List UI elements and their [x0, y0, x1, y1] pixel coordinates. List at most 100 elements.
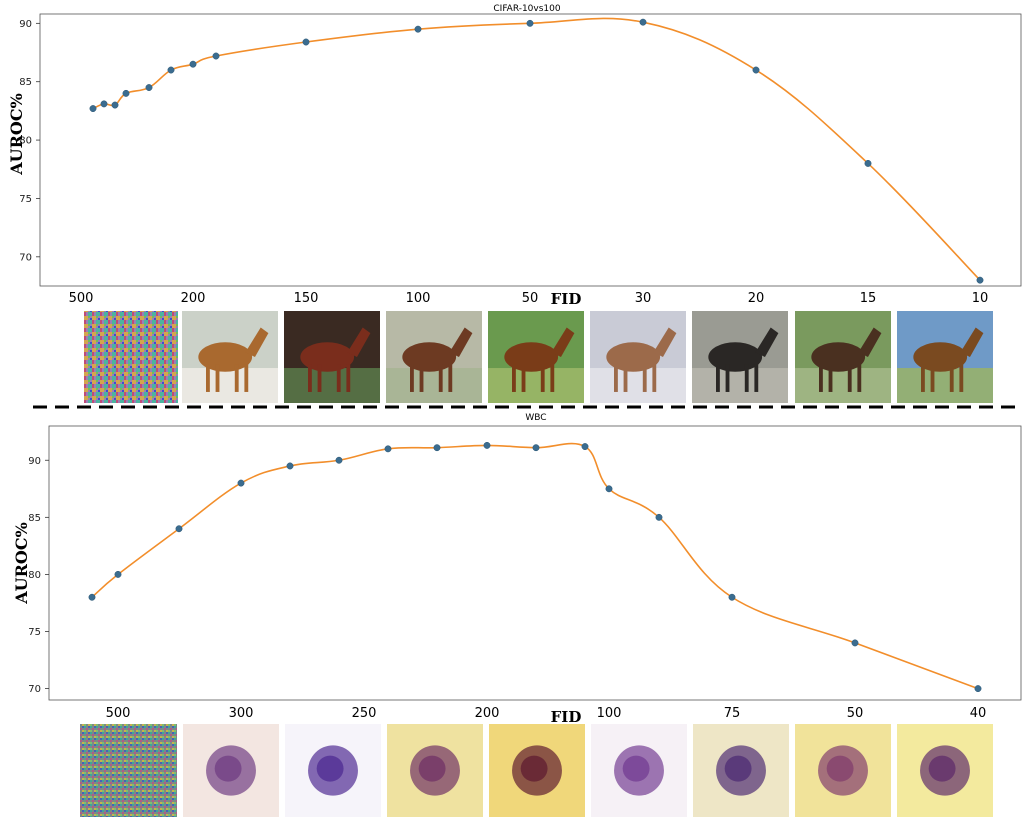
x-tick-label: 500 — [69, 291, 94, 306]
horse-neck — [755, 327, 779, 357]
x-tick-label: 50 — [522, 291, 539, 306]
y-axis: 70 75 80 85 90 — [28, 456, 49, 695]
y-axis-label: AUROC% — [12, 522, 31, 605]
horse-leg — [921, 364, 925, 392]
x-tick-label: 30 — [635, 291, 652, 306]
cell-image — [693, 724, 789, 817]
data-point — [302, 38, 310, 46]
noise-image — [80, 724, 177, 817]
ground — [897, 368, 993, 403]
horse-leg — [847, 364, 852, 392]
cifar-chart: CIFAR-10vs100 70 75 80 85 90 AUROC% 500 200 15… — [7, 4, 1022, 403]
noise-fill — [84, 311, 178, 403]
horse-neck — [858, 327, 882, 357]
data-point — [189, 60, 197, 68]
data-point — [639, 18, 647, 26]
horse-image — [795, 311, 891, 403]
y-tick-label: 80 — [28, 570, 41, 581]
cell-nucleus — [316, 755, 344, 782]
horse-leg — [448, 364, 453, 392]
horse-leg — [828, 364, 833, 392]
horse-leg — [419, 364, 424, 392]
horse-leg — [725, 364, 730, 392]
horse-body — [402, 342, 457, 372]
cell-image — [591, 724, 687, 817]
y-tick-label: 90 — [28, 456, 41, 467]
horse-leg — [642, 364, 647, 392]
horse-neck — [653, 327, 677, 357]
horse-neck — [960, 327, 984, 357]
y-tick-label: 75 — [28, 627, 41, 638]
cell-image — [489, 724, 585, 817]
horse-leg — [244, 364, 249, 392]
horse-leg — [949, 364, 954, 392]
data-point — [114, 570, 122, 578]
data-point — [100, 100, 108, 108]
data-point — [974, 685, 982, 693]
cell-nucleus — [724, 755, 752, 782]
data-point — [212, 52, 220, 60]
horse-leg — [857, 364, 862, 392]
y-axis-label: AUROC% — [7, 93, 26, 176]
horse-leg — [819, 364, 823, 392]
cell-nucleus — [520, 755, 548, 782]
x-axis-label: FID — [551, 708, 582, 726]
data-point — [111, 101, 119, 109]
horse-leg — [614, 364, 618, 392]
x-tick-label: 200 — [181, 291, 206, 306]
horse-image — [590, 311, 686, 403]
cell-nucleus — [826, 755, 854, 782]
cell-image — [183, 724, 279, 817]
horse-neck — [347, 327, 371, 357]
x-tick-label: 300 — [229, 706, 254, 721]
series — [89, 17, 984, 284]
horse-image — [386, 311, 482, 403]
data-point — [526, 19, 534, 27]
y-tick-label: 85 — [19, 77, 32, 88]
data-point — [122, 89, 130, 97]
data-point — [752, 66, 760, 74]
data-point — [167, 66, 175, 74]
data-point — [88, 593, 96, 601]
series-line — [91, 442, 979, 690]
x-tick-label: 15 — [860, 291, 877, 306]
x-tick-label: 500 — [106, 706, 131, 721]
data-point — [89, 105, 97, 113]
horse-leg — [346, 364, 351, 392]
horse-leg — [652, 364, 657, 392]
x-tick-label: 20 — [748, 291, 765, 306]
horse-image — [284, 311, 380, 403]
x-axis-tick-labels: 500 200 150 100 50 30 20 15 10 — [69, 291, 989, 306]
chart-title: WBC — [525, 413, 546, 423]
data-point — [286, 462, 294, 470]
y-tick-label: 70 — [28, 684, 41, 695]
data-point — [335, 456, 343, 464]
horse-leg — [754, 364, 759, 392]
x-tick-label: 40 — [970, 706, 987, 721]
horse-leg — [930, 364, 935, 392]
x-tick-label: 100 — [406, 291, 431, 306]
plot-frame — [48, 425, 1022, 701]
series-line — [92, 17, 981, 281]
horse-leg — [521, 364, 526, 392]
data-point — [864, 159, 872, 167]
horse-image — [488, 311, 584, 403]
data-point — [237, 479, 245, 487]
ground — [488, 368, 584, 403]
sample-image-strip — [84, 311, 993, 403]
ground — [590, 368, 686, 403]
horse-leg — [215, 364, 220, 392]
x-tick-label: 200 — [475, 706, 500, 721]
ground — [182, 368, 278, 403]
data-point — [976, 276, 984, 284]
horse-leg — [716, 364, 720, 392]
data-point — [728, 593, 736, 601]
ground — [284, 368, 380, 403]
ground — [795, 368, 891, 403]
data-point — [145, 84, 153, 91]
y-axis: 70 75 80 85 90 — [19, 19, 40, 263]
horse-leg — [438, 364, 443, 392]
cell-image — [387, 724, 483, 817]
horse-leg — [317, 364, 322, 392]
data-point — [483, 441, 491, 449]
